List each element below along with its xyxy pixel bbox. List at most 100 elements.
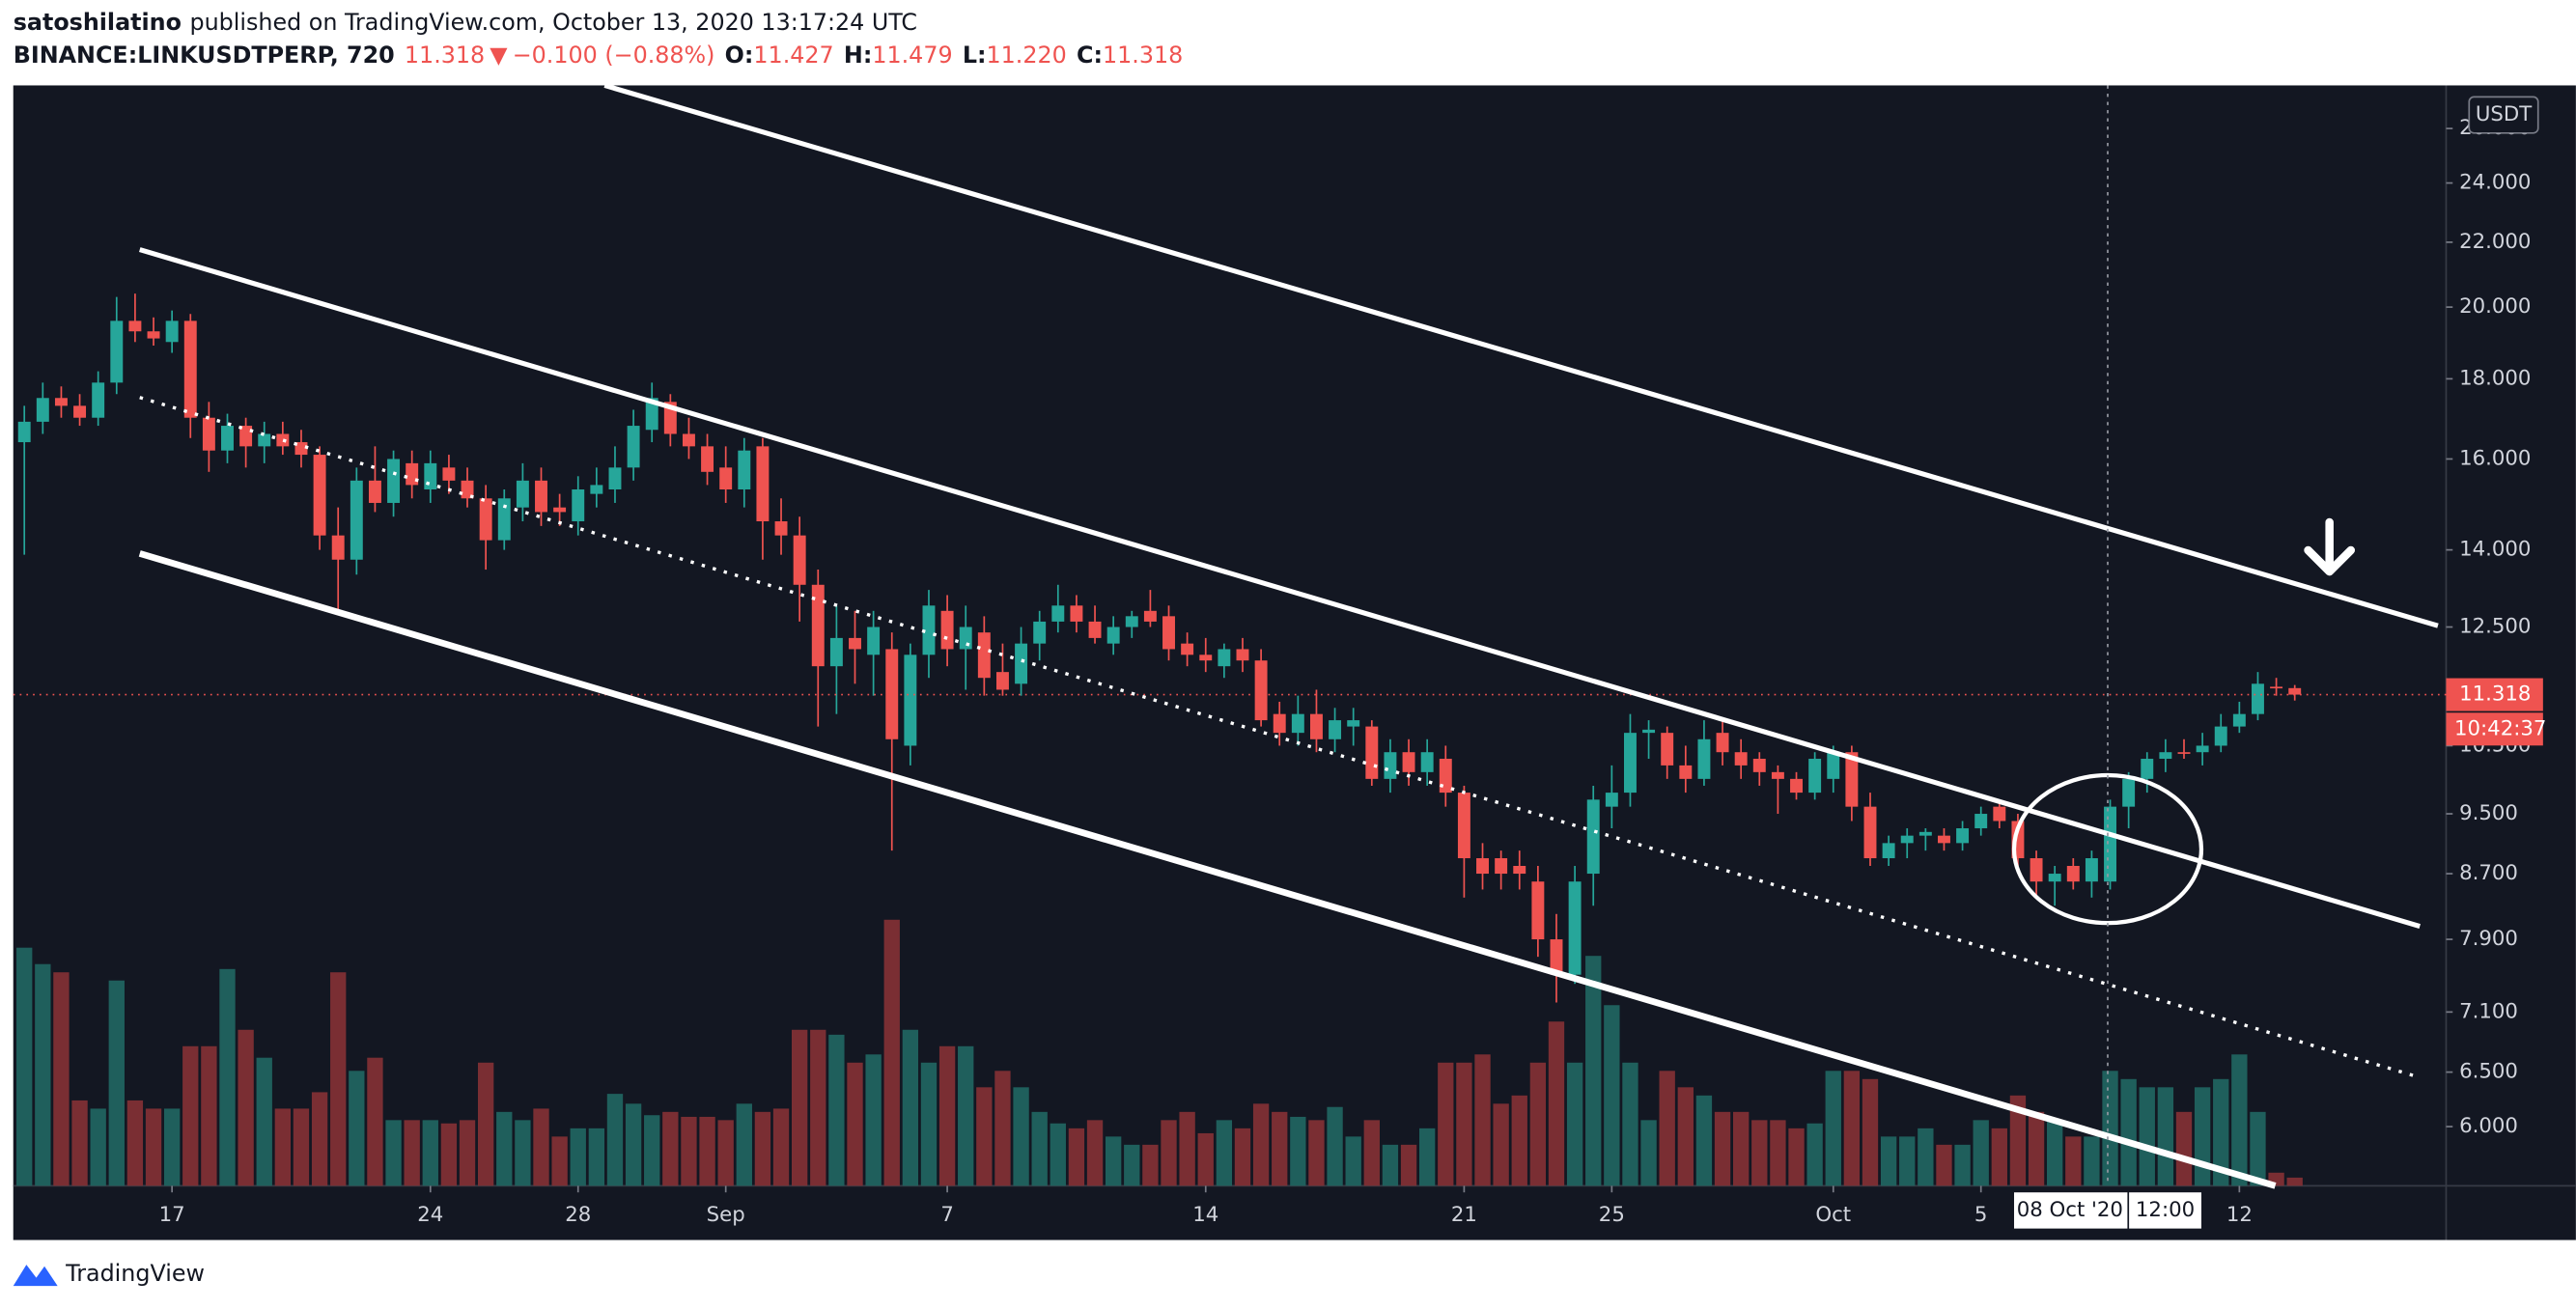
candle-body	[867, 627, 881, 655]
candle-body	[1495, 858, 1508, 875]
change-arrow: ▼	[490, 41, 508, 68]
candle-body	[2141, 759, 2154, 779]
candle-body	[1568, 881, 1582, 975]
candle-body	[92, 382, 105, 418]
volume-bar	[477, 1062, 494, 1186]
candle-body	[313, 455, 326, 536]
candle-body	[1513, 865, 1526, 875]
volume-bar	[847, 1062, 863, 1186]
volume-bar	[1677, 1087, 1694, 1186]
x-tick-label: 24	[417, 1203, 443, 1227]
volume-bar	[1197, 1132, 1214, 1186]
candle-body	[1697, 738, 1711, 779]
candle-body	[1106, 627, 1120, 644]
candle-body	[1882, 843, 1895, 859]
volume-bar	[2194, 1087, 2211, 1186]
chart-pane	[13, 85, 2576, 1240]
volume-bar	[201, 1045, 217, 1186]
y-tick-label: 7.900	[2459, 927, 2518, 951]
volume-bar	[1622, 1062, 1638, 1186]
x-tick-label: Sep	[707, 1203, 745, 1227]
candle-body	[1291, 713, 1304, 734]
candle-body	[2085, 858, 2098, 882]
volume-bar	[1751, 1120, 1768, 1186]
volume-bar	[2009, 1095, 2027, 1186]
candle-body	[1236, 649, 1249, 661]
volume-bar	[1973, 1120, 1989, 1186]
x-tick-label: 21	[1451, 1203, 1477, 1227]
volume-bar	[2028, 1111, 2045, 1186]
volume-bar	[606, 1094, 624, 1186]
candle-body	[701, 446, 714, 472]
channel-lower	[138, 550, 2277, 1189]
ohlc-label: C:	[1077, 41, 1103, 68]
candle-body	[1790, 778, 1803, 794]
volume-bar	[865, 1054, 882, 1186]
volume-bar	[625, 1103, 642, 1186]
candle-body	[1015, 643, 1028, 684]
candle-body	[1531, 881, 1545, 940]
y-tick-label: 8.700	[2459, 861, 2518, 885]
candle-layer	[13, 293, 2447, 1003]
drawings	[138, 83, 2439, 1189]
volume-bar	[2102, 1071, 2118, 1186]
volume-bar	[1438, 1062, 1454, 1186]
volume-bar	[681, 1116, 697, 1186]
candle-body	[904, 654, 917, 746]
candle-body	[535, 480, 547, 513]
volume-bar	[108, 980, 125, 1186]
candle-body	[1070, 605, 1083, 622]
volume-bar	[1714, 1111, 1731, 1186]
candle-body	[1143, 610, 1157, 622]
volume-bar	[699, 1116, 715, 1186]
candle-body	[1384, 752, 1397, 779]
volume-bar	[570, 1128, 586, 1186]
candle-body	[977, 632, 991, 679]
candle-body	[36, 398, 49, 422]
crosshair-time-box	[2129, 1192, 2201, 1229]
volume-bar	[717, 1120, 734, 1186]
candle-body	[1974, 814, 1988, 829]
candle-body	[1827, 752, 1840, 779]
candle-body	[1679, 765, 1693, 779]
volume-bar	[754, 1111, 771, 1186]
candle-body	[2122, 778, 2136, 807]
candle-body	[1051, 605, 1065, 622]
volume-bar	[920, 1062, 938, 1186]
volume-bar	[791, 1029, 808, 1186]
candle-body	[1771, 771, 1784, 779]
candle-body	[2196, 745, 2209, 753]
candle-body	[128, 320, 142, 332]
candle-body	[165, 320, 179, 343]
countdown-box	[2446, 712, 2543, 746]
volume-bar	[182, 1045, 199, 1186]
volume-bar	[1770, 1120, 1786, 1186]
countdown: 10:42:37	[2454, 716, 2546, 740]
candle-body	[829, 637, 843, 667]
candle-body	[1033, 621, 1047, 644]
candle-body	[387, 459, 401, 503]
candle-body	[239, 426, 253, 447]
volume-bar	[1382, 1144, 1399, 1186]
volume-bar	[644, 1115, 660, 1186]
brand: TradingView	[13, 1260, 205, 1287]
volume-bar	[1604, 1005, 1620, 1186]
volume-bar	[1918, 1128, 1934, 1186]
symbol: BINANCE:LINKUSDTPERP, 720	[14, 41, 395, 68]
symbol-line: BINANCE:LINKUSDTPERP, 720 11.318 ▼ −0.100 (…	[14, 41, 1184, 68]
candle-body	[940, 610, 954, 650]
candle-body	[1734, 752, 1748, 766]
candle-body	[2048, 874, 2061, 882]
candle-body	[1181, 643, 1194, 655]
candle-body	[1956, 828, 1970, 844]
volume-bar	[2120, 1078, 2137, 1186]
volume-bar	[1954, 1144, 1971, 1186]
candle-body	[590, 485, 603, 494]
volume-bar	[1308, 1120, 1325, 1186]
candle-body	[608, 467, 622, 490]
axis-layer: 26.00024.00022.00020.00018.00016.00014.0…	[159, 116, 2547, 1227]
candle-body	[202, 417, 215, 451]
candle-body	[849, 637, 861, 650]
volume-bar	[662, 1111, 679, 1186]
candle-body	[1254, 660, 1268, 721]
